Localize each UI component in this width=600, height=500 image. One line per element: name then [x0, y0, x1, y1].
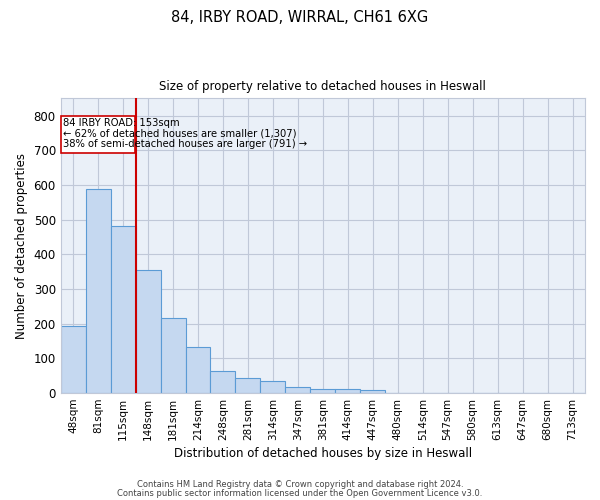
Bar [110, 226, 136, 393]
Bar [335, 389, 360, 393]
FancyBboxPatch shape [61, 116, 135, 153]
Bar [310, 388, 335, 393]
Title: Size of property relative to detached houses in Heswall: Size of property relative to detached ho… [160, 80, 486, 93]
X-axis label: Distribution of detached houses by size in Heswall: Distribution of detached houses by size … [174, 447, 472, 460]
Bar [211, 371, 235, 393]
Text: Contains public sector information licensed under the Open Government Licence v3: Contains public sector information licen… [118, 490, 482, 498]
Bar [260, 380, 286, 393]
Text: 84, IRBY ROAD, WIRRAL, CH61 6XG: 84, IRBY ROAD, WIRRAL, CH61 6XG [172, 10, 428, 25]
Text: Contains HM Land Registry data © Crown copyright and database right 2024.: Contains HM Land Registry data © Crown c… [137, 480, 463, 489]
Text: 84 IRBY ROAD: 153sqm: 84 IRBY ROAD: 153sqm [63, 118, 180, 128]
Text: 38% of semi-detached houses are larger (791) →: 38% of semi-detached houses are larger (… [63, 139, 307, 149]
Y-axis label: Number of detached properties: Number of detached properties [15, 152, 28, 338]
Bar [360, 390, 385, 393]
Bar [286, 387, 310, 393]
Bar [136, 270, 161, 393]
Bar [86, 189, 110, 393]
Text: ← 62% of detached houses are smaller (1,307): ← 62% of detached houses are smaller (1,… [63, 129, 296, 139]
Bar [235, 378, 260, 393]
Bar [61, 326, 86, 393]
Bar [185, 348, 211, 393]
Bar [161, 318, 185, 393]
